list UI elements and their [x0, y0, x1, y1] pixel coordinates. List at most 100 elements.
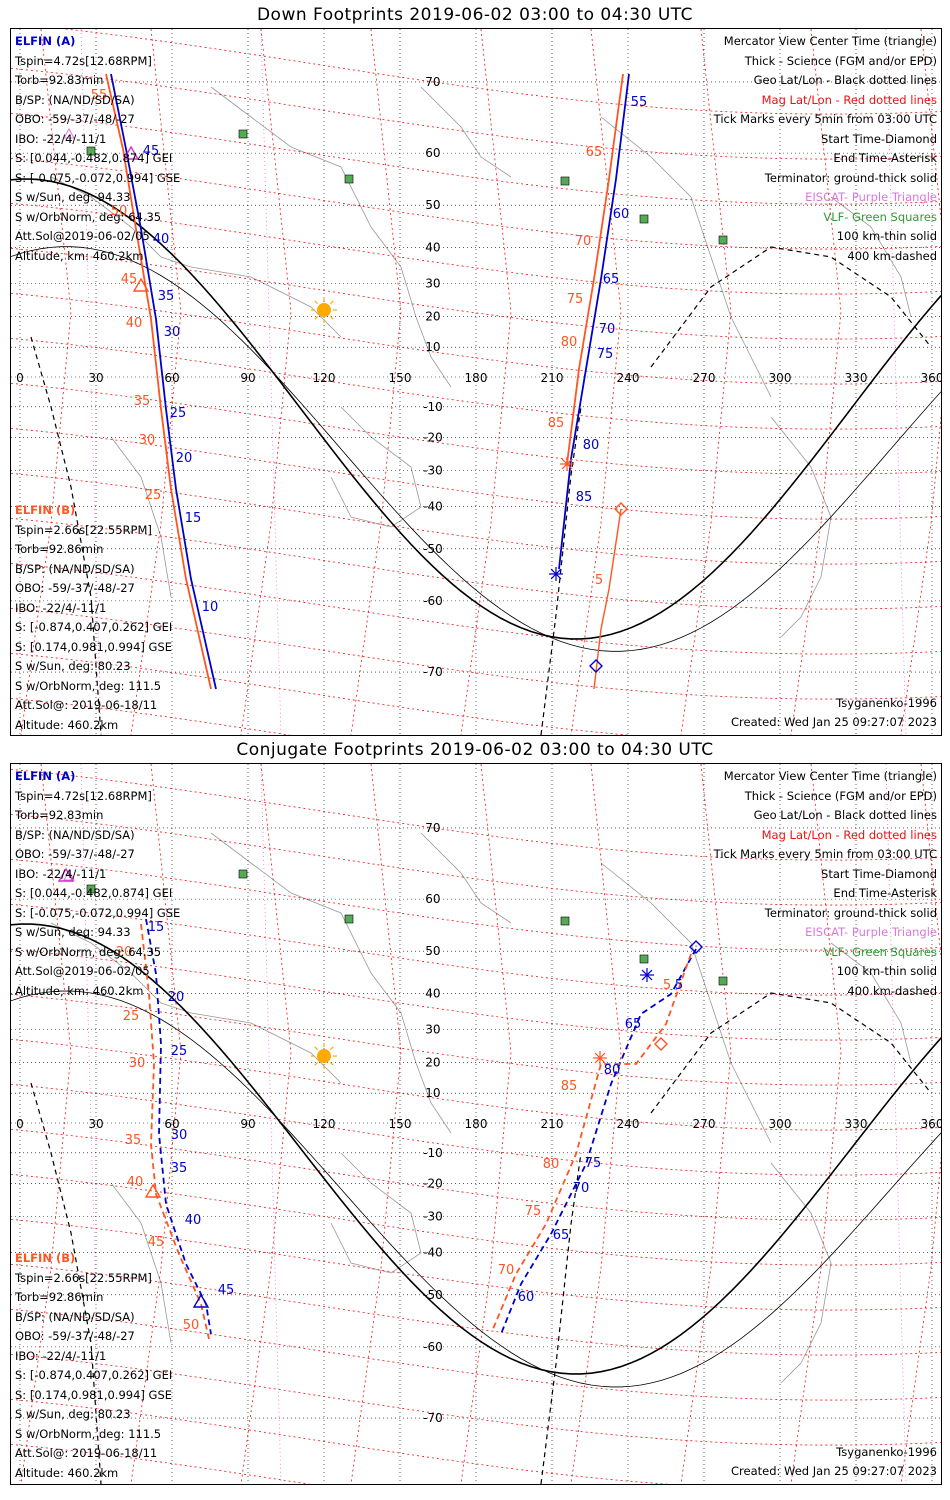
mag-parallel [11, 607, 941, 700]
mag-parallel [11, 993, 941, 1086]
sat-b-tick-label: 40 [126, 316, 143, 331]
legend-item: Mercator View Center Time (triangle) [723, 34, 937, 48]
sat-a-track [110, 73, 217, 690]
sat-a-name: ELFIN (A) [15, 769, 76, 783]
legend-item: 100 km-thin solid [836, 964, 937, 978]
sat-a-line: OBO: -59/-37/-48/-27 [15, 112, 135, 126]
mag-parallel [11, 337, 941, 430]
lat-label: 30 [425, 277, 440, 291]
sat-a-line: B/SP: (NA/ND/SD/SA) [15, 827, 135, 842]
sat-b-tick-label: 5 [595, 573, 603, 588]
eiscat-line [80, 29, 102, 735]
sat-b-line: B/SP: (NA/ND/SD/SA) [15, 1309, 135, 1324]
vlf-square [639, 954, 649, 964]
center-triangle [192, 1293, 210, 1308]
lat-label: -30 [423, 463, 443, 477]
sat-a-line: Torb=92.83min [15, 808, 104, 822]
vlf-square [560, 176, 570, 186]
end-asterisk [550, 568, 562, 580]
lat-label: 70 [425, 75, 440, 89]
sat-b-line: Att.Sol@: 2019-06-18/11 [15, 1446, 158, 1460]
sat-a-line: Tspin=4.72s[12.68RPM] [15, 53, 152, 68]
sat-a-tick-label: 75 [597, 347, 614, 362]
mag-parallel [11, 1038, 941, 1131]
lon-label: 90 [240, 371, 255, 385]
center-triangle [57, 867, 75, 882]
mag-parallel [61, 29, 941, 115]
lat-label: 40 [425, 986, 440, 1000]
lon-label: 150 [389, 371, 412, 385]
lat-label: 60 [425, 892, 440, 906]
sat-a-line: B/SP: (NA/ND/SD/SA) [15, 92, 135, 107]
mag-parallel [11, 517, 941, 610]
sat-b-line: Torb=92.86min [15, 1290, 104, 1304]
sat-a-line: OBO: -59/-37/-48/-27 [15, 847, 135, 861]
lon-label: 60 [164, 1117, 179, 1131]
sat-a-line: Tspin=4.72s[12.68RPM] [15, 788, 152, 803]
sat-a-line: S w/Sun, deg: 94.33 [15, 925, 131, 939]
sat-a-tick-label: 35 [158, 289, 175, 304]
mag-parallel [11, 768, 941, 861]
lat-label: 50 [425, 198, 440, 212]
eiscat-line [260, 29, 282, 735]
vlf-square [238, 129, 248, 139]
sat-b-tick-label: 80 [561, 335, 578, 350]
mag-parallel [11, 67, 941, 160]
sat-b-tick-label: 85 [548, 416, 565, 431]
legend-item: VLF- Green Squares [823, 944, 937, 959]
model-label: Tsyganenko-1996 [836, 1445, 937, 1459]
lon-label: 360 [921, 371, 941, 385]
lon-label: 300 [769, 1117, 792, 1131]
sat-a-tick-label: 40 [185, 1213, 202, 1228]
down-panel-title: Down Footprints 2019-06-02 03:00 to 04:3… [256, 5, 694, 25]
vlf-square [86, 884, 96, 894]
lat-label: 40 [425, 240, 440, 254]
mag-meridian [130, 764, 182, 1484]
mag-parallel [11, 1083, 941, 1176]
sat-b-line: Tspin=2.66s[22.55RPM] [15, 1270, 152, 1285]
sun-ray [329, 1046, 334, 1051]
sat-a-tick-label: 25 [171, 1044, 188, 1059]
vlf-square [718, 235, 728, 245]
eiscat-triangle [63, 869, 75, 881]
sat-a-line: Att.Sol@2019-06-02/05 [15, 964, 150, 978]
mag-meridian [680, 764, 732, 1484]
created-label: Created: Wed Jan 25 09:27:07 2023 [730, 715, 937, 729]
conj-panel-title: Conjugate Footprints 2019-06-02 03:00 to… [236, 740, 714, 760]
lon-label: 180 [465, 371, 488, 385]
sat-b-tick-label: 75 [525, 1204, 542, 1219]
sat-a-tick-label: 45 [218, 1283, 235, 1298]
sat-a-line: Att.Sol@2019-06-02/05 [15, 229, 150, 243]
sat-b-track [593, 508, 622, 690]
lat-label: 30 [425, 1023, 440, 1037]
legend-item: Tick Marks every 5min from 03:00 UTC [713, 112, 937, 126]
mag-meridian [240, 764, 292, 1484]
sat-a-tick-label: 65 [625, 1017, 642, 1032]
legend: Mercator View Center Time (triangle) Thi… [714, 767, 937, 1001]
sun-ray [314, 1046, 319, 1051]
sat-b-tick-label: 65 [586, 145, 603, 160]
legend-item: Mag Lat/Lon - Red dotted lines [761, 92, 937, 107]
lat-label: -60 [423, 1340, 443, 1354]
conj-map-svg: 0306090120150180210240270300330360706050… [11, 764, 941, 1484]
start-diamond [654, 1037, 668, 1051]
coastline [420, 86, 512, 178]
mag-meridian [460, 764, 512, 1484]
mag-parallel [11, 292, 941, 385]
sat-a-tick-label: 10 [202, 600, 219, 615]
sat-b-tick-label: 20 [116, 945, 133, 960]
end-asterisk [641, 969, 653, 981]
sat-b-line: S: [0.174,0.981,0.994] GSE [15, 1387, 173, 1402]
terminator-400km [650, 992, 932, 1114]
legend-item: Mag Lat/Lon - Red dotted lines [761, 827, 937, 842]
lon-label: 240 [617, 371, 640, 385]
legend-item: Tick Marks every 5min from 03:00 UTC [713, 847, 937, 861]
end-asterisk [594, 1052, 606, 1064]
sat-b-line: B/SP: (NA/ND/SD/SA) [15, 561, 135, 576]
legend: Mercator View Center Time (triangle) Thi… [714, 32, 937, 266]
terminator-400km [650, 246, 932, 368]
sat-b-tick-label: 5 [663, 978, 671, 993]
vlf-square [86, 146, 96, 156]
coastline [770, 416, 832, 638]
sat-a-tick-label: 75 [585, 1156, 602, 1171]
